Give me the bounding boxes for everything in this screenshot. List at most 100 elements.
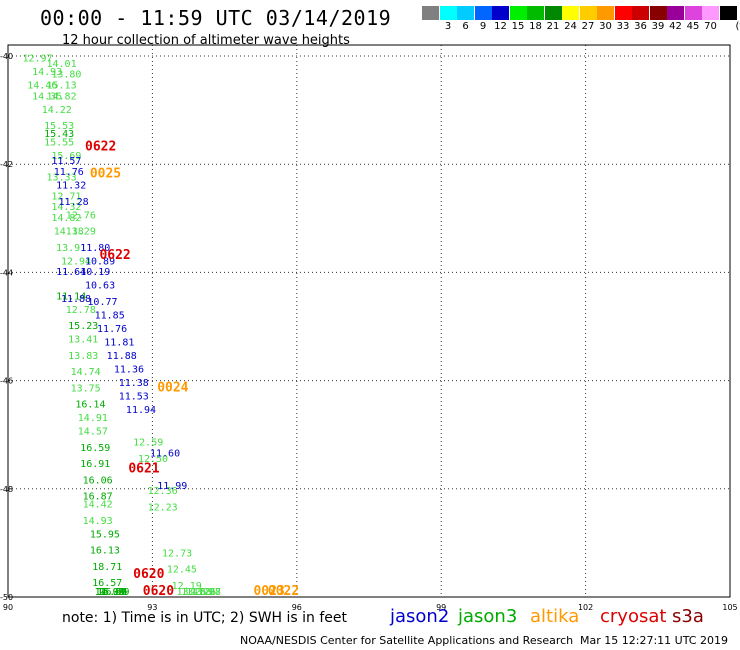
wave-height-label: 12.19	[172, 581, 202, 592]
color-swatch-label: 15	[511, 21, 525, 32]
color-swatch-label: 45	[686, 21, 700, 32]
wave-height-label: 13.25	[176, 587, 206, 598]
wave-height-label: 13.80	[51, 70, 81, 81]
wave-height-label: 13.83	[68, 351, 98, 362]
wave-height-label: 11.60	[150, 448, 180, 459]
wave-height-label: 13.29	[66, 227, 96, 238]
color-swatch-label: 70	[704, 21, 717, 32]
wave-height-label: 14.93	[32, 67, 62, 78]
wave-height-label: 0025	[90, 167, 121, 182]
color-swatch-label: 36	[634, 21, 647, 32]
wave-height-label: 16.57	[92, 578, 122, 589]
wave-height-label: 10.89	[85, 256, 115, 267]
wave-height-label: 16.29	[99, 587, 129, 598]
y-tick-label: -40	[0, 52, 13, 61]
legend-jason3: jason3	[458, 606, 518, 627]
wave-height-label: 11.85	[95, 310, 125, 321]
wave-height-label: 15.95	[90, 529, 120, 540]
wave-height-label: 16.59	[80, 443, 110, 454]
wave-height-label: 12.94	[61, 256, 91, 267]
color-swatch-label: 6	[462, 21, 469, 32]
color-swatch-label: 33	[616, 21, 630, 32]
wave-height-label: 11.14	[56, 291, 86, 302]
wave-height-label: 14.01	[47, 59, 77, 70]
color-scale-unit: (ft)	[735, 21, 740, 32]
color-swatch-label: 24	[564, 21, 577, 32]
wave-height-label: 12.59	[133, 438, 163, 449]
axis-ticks: 90 93 96 99 102 105 -40 -42 -44 -46 -48 -50	[0, 52, 738, 612]
color-swatch-label: 18	[529, 21, 542, 32]
wave-height-label: 11.32	[56, 181, 86, 192]
wave-height-label: 16.13	[90, 546, 120, 557]
wave-height-label: 0620	[133, 567, 164, 582]
wave-height-label: 11.94	[126, 405, 156, 416]
color-swatch	[457, 6, 474, 20]
x-tick-label: 105	[722, 603, 737, 612]
wave-height-label: 15.43	[44, 129, 74, 140]
wave-height-label: 14.26	[186, 587, 216, 598]
wave-height-label: 11.28	[59, 197, 89, 208]
wave-height-label: 11.64	[56, 267, 86, 278]
wave-height-label: 14.57	[78, 427, 108, 438]
color-swatch-label: 27	[581, 21, 595, 32]
footnote: note: 1) Time is in UTC; 2) SWH is in fe…	[62, 610, 348, 626]
wave-height-label: 13.75	[71, 383, 101, 394]
color-swatch	[439, 6, 457, 20]
wave-height-label: 0023	[253, 584, 284, 599]
wave-height-label: 14.91	[78, 413, 108, 424]
wave-height-label: 15.23	[68, 321, 98, 332]
wave-height-label: 11.76	[97, 324, 127, 335]
color-swatch	[579, 6, 597, 20]
wave-height-label: 17.08	[95, 587, 125, 598]
legend-cryosat: cryosat	[600, 606, 667, 627]
wave-height-label: 14.82	[47, 91, 77, 102]
wave-height-label: 15.24	[97, 587, 127, 598]
wave-height-label: 14.46	[27, 80, 57, 91]
y-tick-label: -46	[0, 377, 13, 386]
wave-height-label: 16.60	[97, 587, 127, 598]
color-swatch	[649, 6, 667, 20]
generated-time: Mar 15 12:27:11 UTC 2019	[580, 634, 728, 647]
color-swatch	[684, 6, 702, 20]
wave-height-label: 11.38	[119, 378, 149, 389]
wave-height-label: 0024	[157, 380, 188, 395]
wave-height-label: 16.87	[83, 492, 113, 503]
wave-height-label: 13.88	[181, 587, 211, 598]
wave-height-label: 12.36	[148, 486, 178, 497]
legend-altika: altika	[530, 606, 580, 627]
wave-height-label: 11.57	[51, 156, 81, 167]
wave-height-label: 14.94	[95, 587, 125, 598]
color-swatch	[719, 6, 737, 20]
color-swatch	[632, 6, 649, 20]
wave-height-label: 13.98	[191, 587, 221, 598]
wave-height-label: 14.82	[51, 213, 81, 224]
wave-height-label: 0620	[143, 584, 174, 599]
color-swatch-label: 9	[479, 21, 487, 32]
grid-lines	[8, 45, 730, 597]
x-tick-label: 102	[578, 603, 593, 612]
x-tick-label: 93	[147, 603, 157, 612]
wave-height-label: 11.53	[119, 392, 149, 403]
x-tick-label: 99	[436, 603, 446, 612]
chart-title: 00:00 - 11:59 UTC 03/14/2019	[40, 6, 392, 30]
wave-height-label: 12.71	[51, 191, 81, 202]
wave-height-label: 12.97	[22, 53, 52, 64]
color-swatch	[562, 6, 579, 20]
wave-height-label: 16.14	[75, 400, 105, 411]
wave-height-label: 13.33	[47, 172, 77, 183]
wave-height-label: 12.76	[66, 210, 96, 221]
wave-height-label: 15.13	[47, 80, 77, 91]
wave-height-label: 11.88	[61, 294, 91, 305]
wave-height-label: 15.69	[51, 151, 81, 162]
wave-height-label: 16.91	[80, 459, 110, 470]
color-swatch	[544, 6, 562, 20]
wave-height-label: 12.73	[162, 548, 192, 559]
data-labels: 12.9714.0114.9313.8014.4615.1314.3514.82…	[22, 53, 299, 599]
wave-height-label: 14.42	[83, 500, 113, 511]
color-swatch	[597, 6, 614, 20]
wave-height-label: 10.77	[87, 297, 117, 308]
legend-s3a: s3a	[672, 606, 704, 627]
color-swatch-label: 42	[669, 21, 682, 32]
wave-height-label: 11.81	[104, 337, 134, 348]
